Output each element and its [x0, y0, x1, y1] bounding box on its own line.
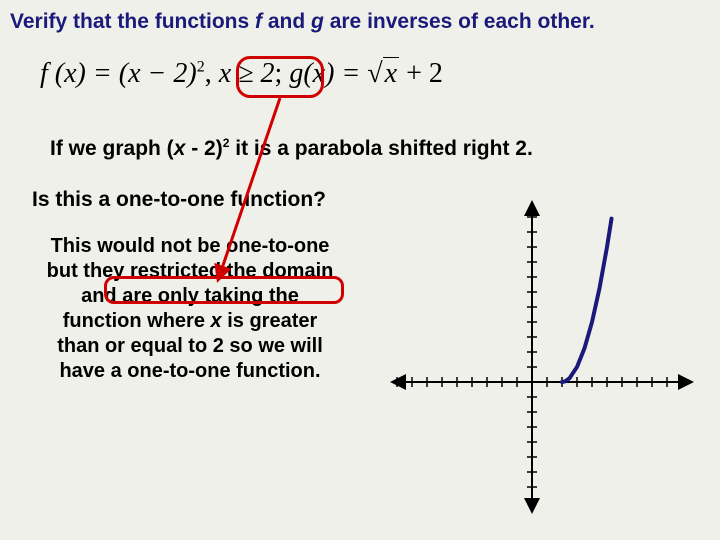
title-f: f — [255, 10, 262, 33]
para-l6: have a one-to-one function. — [59, 360, 320, 382]
eq-comma1: , — [205, 58, 219, 89]
para-l1: This would not be one-to-one — [51, 235, 330, 257]
coordinate-graph — [382, 192, 702, 522]
eq-sqrt: √x — [367, 58, 399, 89]
para-l4x: x — [211, 310, 222, 332]
eq-g-under: x — [383, 57, 399, 89]
line1-post: it is a parabola shifted right 2. — [229, 137, 532, 160]
eq-f-exp: 2 — [197, 59, 205, 76]
line1-pre: If we graph ( — [50, 137, 174, 160]
line1-mid: - 2) — [185, 137, 222, 160]
para-l4a: function where — [63, 310, 211, 332]
eq-f-lhs: f (x) = (x − 2) — [40, 58, 197, 89]
para-l4b: is greater — [222, 310, 318, 332]
explanation: This would not be one-to-one but they re… — [20, 234, 360, 384]
title: Verify that the functions f and g are in… — [10, 10, 595, 34]
title-g: g — [311, 10, 324, 33]
highlight-oval-restricted — [104, 276, 344, 304]
title-post: are inverses of each other. — [324, 10, 595, 33]
title-pre: Verify that the functions — [10, 10, 255, 33]
question: Is this a one-to-one function? — [32, 188, 326, 212]
para-l5: than or equal to 2 so we will — [57, 335, 323, 357]
highlight-oval-domain — [236, 56, 324, 98]
graph-note: If we graph (x - 2)2 it is a parabola sh… — [50, 136, 533, 161]
title-mid: and — [262, 10, 311, 33]
eq-g-plus: + 2 — [399, 58, 443, 89]
line1-x: x — [174, 137, 186, 160]
